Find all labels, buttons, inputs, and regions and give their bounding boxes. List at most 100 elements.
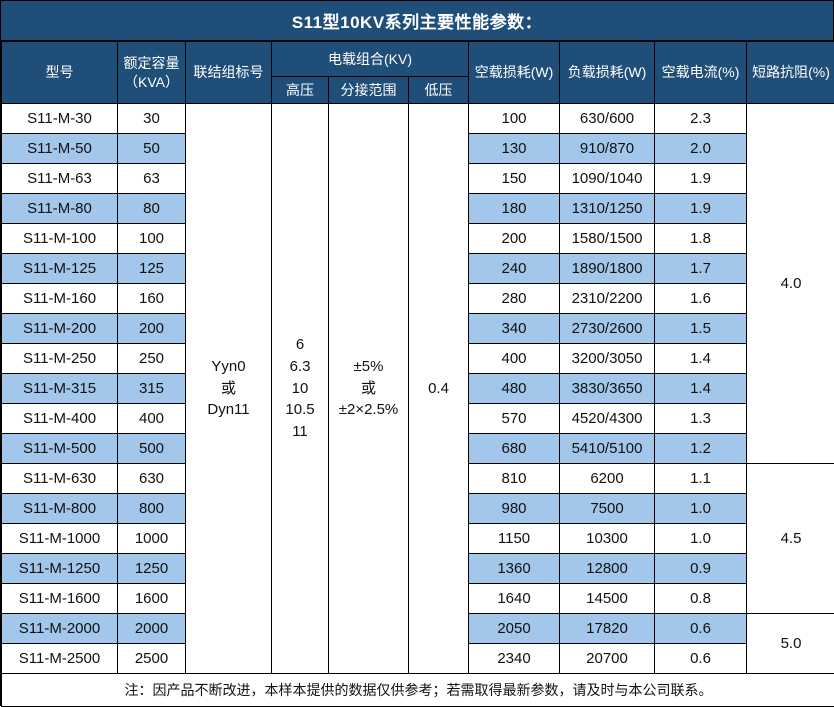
model-cell: S11-M-2500: [2, 644, 118, 674]
load-loss-cell: 10300: [560, 524, 655, 554]
capacity-cell: 1250: [118, 554, 186, 584]
no-load-current-cell: 1.7: [655, 254, 747, 284]
model-cell: S11-M-800: [2, 494, 118, 524]
load-loss-cell: 12800: [560, 554, 655, 584]
no-load-loss-cell: 100: [469, 104, 560, 134]
no-load-current-cell: 1.2: [655, 434, 747, 464]
model-cell: S11-M-80: [2, 194, 118, 224]
capacity-cell: 800: [118, 494, 186, 524]
no-load-current-cell: 1.8: [655, 224, 747, 254]
model-cell: S11-M-63: [2, 164, 118, 194]
model-cell: S11-M-2000: [2, 614, 118, 644]
load-loss-cell: 1310/1250: [560, 194, 655, 224]
model-cell: S11-M-160: [2, 284, 118, 314]
col-header-joint: 联结组标号: [186, 42, 272, 104]
no-load-current-cell: 0.9: [655, 554, 747, 584]
no-load-current-cell: 1.4: [655, 344, 747, 374]
no-load-current-cell: 1.5: [655, 314, 747, 344]
capacity-cell: 315: [118, 374, 186, 404]
no-load-current-cell: 1.4: [655, 374, 747, 404]
load-loss-cell: 2310/2200: [560, 284, 655, 314]
load-loss-cell: 3200/3050: [560, 344, 655, 374]
model-cell: S11-M-200: [2, 314, 118, 344]
joint-group-cell: Yyn0 或 Dyn11: [186, 104, 272, 674]
no-load-loss-cell: 2050: [469, 614, 560, 644]
load-loss-cell: 2730/2600: [560, 314, 655, 344]
no-load-current-cell: 1.1: [655, 464, 747, 494]
table-footer: 注：因产品不断改进，本样本提供的数据仅供参考；若需取得最新参数，请及时与本公司联…: [2, 674, 834, 707]
col-header-lv: 低压: [409, 77, 469, 104]
load-loss-cell: 4520/4300: [560, 404, 655, 434]
capacity-cell: 250: [118, 344, 186, 374]
impedance-cell: 5.0: [747, 614, 834, 674]
load-loss-cell: 1890/1800: [560, 254, 655, 284]
capacity-cell: 400: [118, 404, 186, 434]
col-header-no-load-current: 空载电流(%): [655, 42, 747, 104]
no-load-loss-cell: 570: [469, 404, 560, 434]
no-load-loss-cell: 480: [469, 374, 560, 404]
load-loss-cell: 1580/1500: [560, 224, 655, 254]
capacity-cell: 100: [118, 224, 186, 254]
no-load-current-cell: 1.6: [655, 284, 747, 314]
capacity-cell: 200: [118, 314, 186, 344]
model-cell: S11-M-250: [2, 344, 118, 374]
no-load-loss-cell: 150: [469, 164, 560, 194]
load-loss-cell: 6200: [560, 464, 655, 494]
no-load-current-cell: 1.0: [655, 524, 747, 554]
lv-cell: 0.4: [409, 104, 469, 674]
col-header-model: 型号: [2, 42, 118, 104]
load-loss-cell: 14500: [560, 584, 655, 614]
no-load-current-cell: 2.3: [655, 104, 747, 134]
no-load-loss-cell: 1150: [469, 524, 560, 554]
col-header-load-loss: 负载损耗(W): [560, 42, 655, 104]
capacity-cell: 1000: [118, 524, 186, 554]
no-load-loss-cell: 340: [469, 314, 560, 344]
load-loss-cell: 910/870: [560, 134, 655, 164]
col-header-no-load-loss: 空载损耗(W): [469, 42, 560, 104]
no-load-loss-cell: 130: [469, 134, 560, 164]
impedance-cell: 4.5: [747, 464, 834, 614]
col-header-tap: 分接范围: [329, 77, 409, 104]
model-cell: S11-M-50: [2, 134, 118, 164]
load-loss-cell: 3830/3650: [560, 374, 655, 404]
capacity-cell: 63: [118, 164, 186, 194]
model-cell: S11-M-1600: [2, 584, 118, 614]
col-header-hv: 高压: [272, 77, 329, 104]
model-cell: S11-M-100: [2, 224, 118, 254]
hv-cell: 6 6.3 10 10.5 11: [272, 104, 329, 674]
capacity-cell: 1600: [118, 584, 186, 614]
col-header-capacity: 额定容量 （KVA）: [118, 42, 186, 104]
no-load-current-cell: 1.0: [655, 494, 747, 524]
no-load-current-cell: 1.9: [655, 194, 747, 224]
capacity-cell: 630: [118, 464, 186, 494]
footer-row: 注：因产品不断改进，本样本提供的数据仅供参考；若需取得最新参数，请及时与本公司联…: [2, 674, 834, 707]
capacity-cell: 50: [118, 134, 186, 164]
model-cell: S11-M-1000: [2, 524, 118, 554]
no-load-loss-cell: 680: [469, 434, 560, 464]
col-header-voltage-group: 电载组合(KV): [272, 42, 469, 77]
model-cell: S11-M-400: [2, 404, 118, 434]
model-cell: S11-M-500: [2, 434, 118, 464]
capacity-cell: 2000: [118, 614, 186, 644]
table-header: 型号 额定容量 （KVA） 联结组标号 电载组合(KV) 空载损耗(W) 负载损…: [2, 42, 834, 104]
no-load-loss-cell: 240: [469, 254, 560, 284]
no-load-current-cell: 0.6: [655, 614, 747, 644]
capacity-cell: 160: [118, 284, 186, 314]
model-cell: S11-M-315: [2, 374, 118, 404]
model-cell: S11-M-30: [2, 104, 118, 134]
load-loss-cell: 17820: [560, 614, 655, 644]
capacity-cell: 30: [118, 104, 186, 134]
no-load-current-cell: 1.9: [655, 164, 747, 194]
no-load-loss-cell: 400: [469, 344, 560, 374]
page-title: S11型10KV系列主要性能参数：: [1, 1, 833, 41]
no-load-loss-cell: 180: [469, 194, 560, 224]
no-load-loss-cell: 2340: [469, 644, 560, 674]
capacity-cell: 80: [118, 194, 186, 224]
footer-note: 注：因产品不断改进，本样本提供的数据仅供参考；若需取得最新参数，请及时与本公司联…: [2, 674, 834, 707]
model-cell: S11-M-1250: [2, 554, 118, 584]
no-load-loss-cell: 810: [469, 464, 560, 494]
tap-range-cell: ±5% 或 ±2×2.5%: [329, 104, 409, 674]
no-load-loss-cell: 200: [469, 224, 560, 254]
